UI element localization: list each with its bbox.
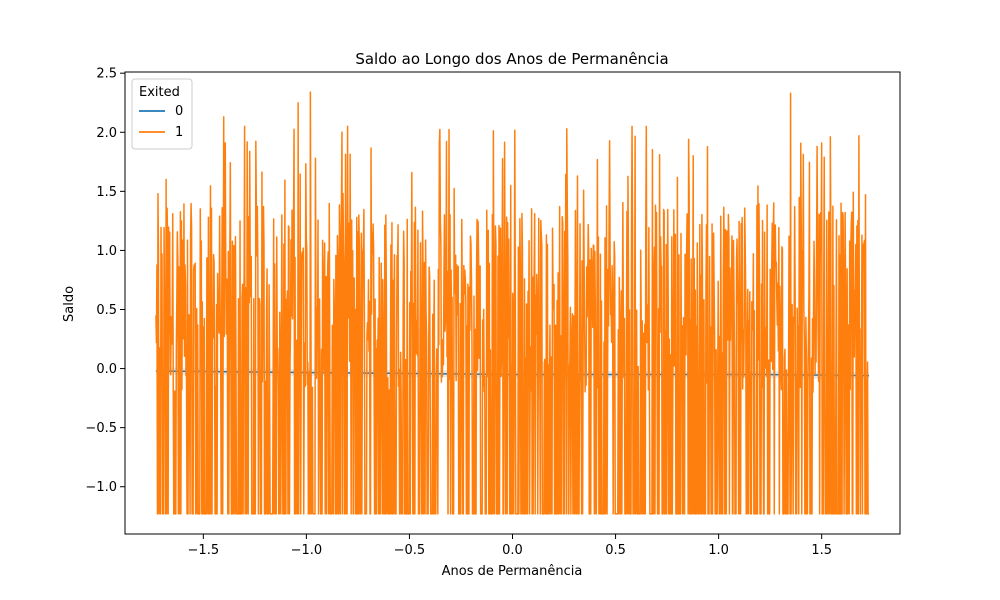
x-tick-label: −1.0 [291,543,323,558]
x-tick-label: −0.5 [394,543,426,558]
y-tick-label: −1.0 [85,480,117,495]
y-tick-label: 1.0 [96,244,117,259]
x-tick-label: 1.5 [811,543,832,558]
y-tick-label: 0.0 [96,362,117,377]
legend-title: Exited [139,85,180,100]
legend-label-0: 0 [175,104,183,119]
axes-layer: −1.5 −1.0 −0.5 0.0 0.5 1.0 1.5 −1.0 −0.5 0.0 0.5 1.… [85,67,901,558]
x-axis-label: Anos de Permanência [442,564,583,579]
x-tick-label: −1.5 [188,543,220,558]
y-axis-label: Saldo [62,286,77,322]
y-tick-label: 1.5 [96,185,117,200]
series-layer [155,91,870,515]
x-tick-label: 0.0 [502,543,523,558]
chart-title: Saldo ao Longo dos Anos de Permanência [355,50,668,68]
legend-label-1: 1 [175,125,183,140]
series-1-line [155,91,870,515]
y-tick-label: 2.5 [96,67,117,82]
y-tick-label: 2.0 [96,126,117,141]
legend: Exited 0 1 [131,78,193,150]
y-tick-label: −0.5 [85,421,117,436]
y-tick-label: 0.5 [96,303,117,318]
x-tick-label: 0.5 [605,543,626,558]
x-tick-label: 1.0 [708,543,729,558]
